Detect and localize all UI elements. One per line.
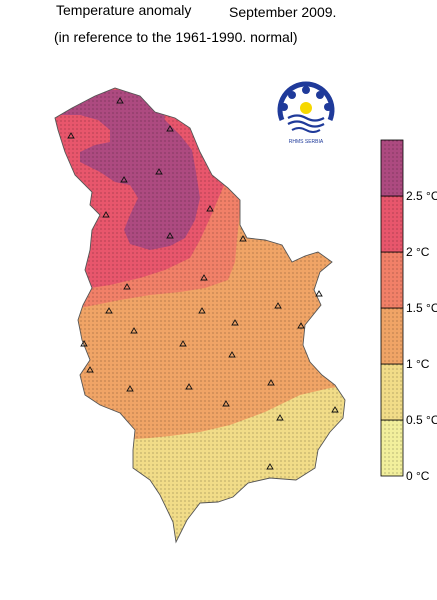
station-triangle-icon (267, 379, 275, 386)
weather-service-logo: RHMS SERBIA (277, 81, 335, 145)
station-triangle-icon (120, 176, 128, 183)
sun-icon (300, 102, 312, 114)
station-triangle-icon (166, 232, 174, 239)
station-markers (67, 97, 339, 470)
legend-tick-label: 2 °C (406, 245, 430, 259)
station-triangle-icon (198, 307, 206, 314)
station-triangle-icon (331, 406, 339, 413)
station-triangle-icon (231, 319, 239, 326)
map-date: September 2009. (229, 4, 337, 20)
station-triangle-icon (123, 283, 131, 290)
legend-tick-label: 0 °C (406, 469, 430, 483)
station-triangle-icon (179, 340, 187, 347)
legend-tick-label: 0.5 °C (406, 413, 437, 427)
station-triangle-icon (276, 414, 284, 421)
station-triangle-icon (116, 97, 124, 104)
station-triangle-icon (80, 340, 88, 347)
station-triangle-icon (228, 351, 236, 358)
station-triangle-icon (200, 274, 208, 281)
station-triangle-icon (297, 322, 305, 329)
map-title: Temperature anomaly (56, 2, 192, 18)
station-triangle-icon (206, 205, 214, 212)
legend-tick-label: 1 °C (406, 357, 430, 371)
station-triangle-icon (315, 290, 323, 297)
station-triangle-icon (67, 132, 75, 139)
station-triangle-icon (239, 235, 247, 242)
station-triangle-icon (222, 400, 230, 407)
legend-swatch-texture (381, 140, 403, 196)
legend-swatch-texture (381, 364, 403, 420)
station-triangle-icon (274, 302, 282, 309)
legend-tick-label: 1.5 °C (406, 301, 437, 315)
station-triangle-icon (86, 366, 94, 373)
legend-swatch-texture (381, 420, 403, 476)
legend-swatch-texture (381, 196, 403, 252)
station-triangle-icon (185, 383, 193, 390)
legend-tick-label: 2.5 °C (406, 189, 437, 203)
station-triangle-icon (266, 463, 274, 470)
station-triangle-icon (130, 327, 138, 334)
legend-swatch-texture (381, 252, 403, 308)
station-triangle-icon (126, 385, 134, 392)
station-triangle-icon (102, 211, 110, 218)
legend-swatch-texture (381, 308, 403, 364)
station-triangle-icon (105, 307, 113, 314)
svg-text:RHMS SERBIA: RHMS SERBIA (289, 139, 324, 145)
map-subtitle: (in reference to the 1961-1990. normal) (54, 29, 298, 45)
station-triangle-icon (166, 125, 174, 132)
station-triangle-icon (155, 168, 163, 175)
